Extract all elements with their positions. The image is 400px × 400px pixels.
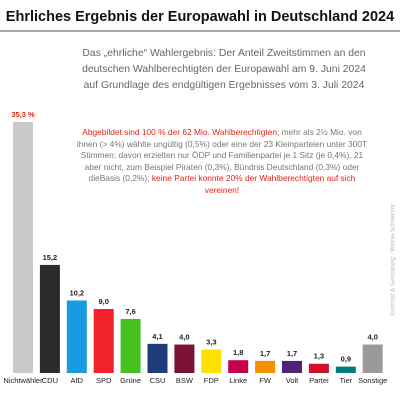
value-label: 7,6 [125, 307, 135, 316]
value-label: 3,3 [206, 338, 216, 347]
chart-title: Ehrliches Ergebnis der Europawahl in Deu… [6, 9, 394, 25]
bar [39, 264, 60, 373]
value-label: 4,0 [367, 333, 377, 342]
bar [228, 360, 249, 373]
x-tick-label: SPD [96, 376, 112, 385]
subtitle: auf Grundlage des endgültigen Ergebnisse… [84, 80, 365, 91]
value-label: 10,2 [69, 288, 84, 297]
value-label: 15,2 [43, 253, 58, 262]
value-label: 9,0 [98, 297, 108, 306]
bar [174, 344, 195, 373]
bar [308, 363, 329, 373]
x-tick-label: BSW [176, 376, 194, 385]
value-label: 1,8 [233, 348, 243, 357]
x-tick-label: Linke [229, 376, 247, 385]
credit: Kontrast & Gestaltung · Winnie Schweizer [391, 204, 397, 316]
x-tick-label: Sonstige [358, 376, 387, 385]
annotation-text: mehr als 2½ Mio. von ihnen (> 4%) wählte… [76, 127, 368, 184]
value-label: 0,9 [341, 355, 351, 364]
x-tick-label: CDU [42, 376, 58, 385]
bar [147, 343, 168, 373]
x-tick-label: Partei [309, 376, 329, 385]
x-tick-label: FW [259, 376, 272, 385]
bar [335, 366, 356, 373]
bar [66, 300, 87, 373]
value-label: 4,1 [152, 332, 162, 341]
subtitle: Das „ehrliche“ Wahlergebnis: Der Anteil … [82, 48, 365, 59]
x-tick-label: Nichtwähler [3, 376, 43, 385]
subtitle: deutschen Wahlberechtigten der Europawah… [82, 64, 366, 75]
value-label: 1,7 [287, 349, 297, 358]
annotation-text: Abgebildet sind 100 % der 62 Mio. Wahlbe… [82, 127, 280, 137]
value-label: 1,7 [260, 349, 270, 358]
x-tick-label: FDP [204, 376, 219, 385]
bar [93, 309, 114, 373]
x-tick-label: Tier [339, 376, 352, 385]
bar [201, 349, 222, 373]
x-tick-label: CSU [150, 376, 166, 385]
bar [362, 344, 383, 373]
bar [120, 318, 141, 373]
value-label: 1,3 [314, 352, 324, 361]
annotation: Abgebildet sind 100 % der 62 Mio. Wahlbe… [76, 127, 368, 197]
x-tick-label: AfD [71, 376, 84, 385]
bar [13, 122, 33, 373]
annotation-text: keine Partei konnte 20% der Wahlberechti… [151, 173, 356, 195]
x-tick-label: Volt [286, 376, 299, 385]
value-label: 35,3 % [11, 110, 35, 119]
bar [255, 360, 276, 373]
x-tick-label: Grüne [120, 376, 141, 385]
bar [282, 360, 302, 373]
value-label: 4,0 [179, 333, 189, 342]
